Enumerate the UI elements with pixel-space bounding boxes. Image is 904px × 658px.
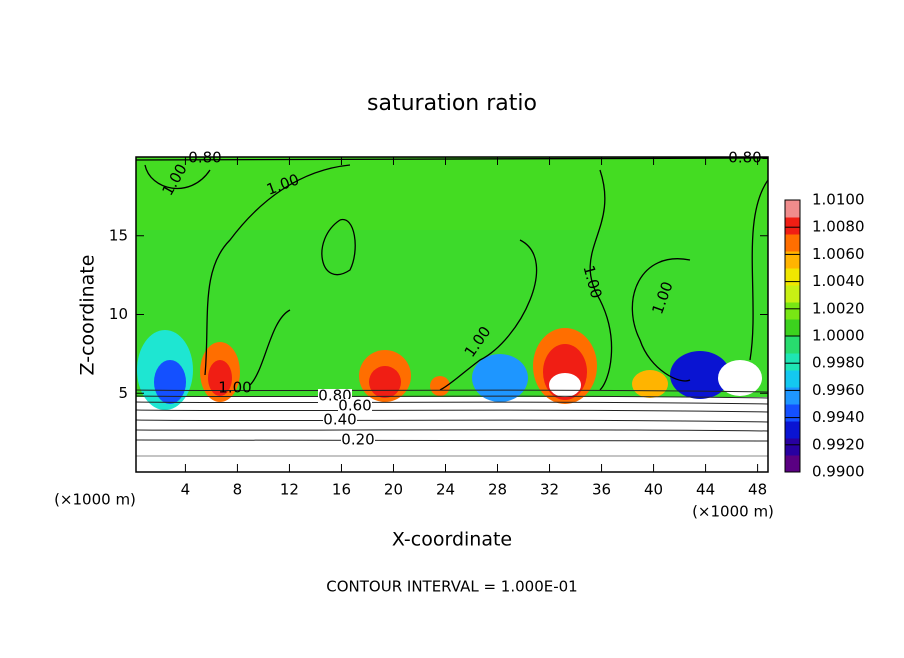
x-tick-label: 16	[332, 481, 351, 499]
field-blob	[369, 366, 401, 398]
field	[136, 157, 768, 410]
contour-label-bg	[341, 433, 375, 447]
x-tick-label: 48	[748, 481, 767, 499]
x-unit-label: (×1000 m)	[54, 491, 136, 509]
field-blob	[472, 354, 528, 402]
field-blob	[154, 360, 186, 404]
colorbar-tick-label: 1.0040	[812, 272, 865, 290]
colorbar-band	[785, 438, 800, 456]
colorbar-band	[785, 319, 800, 337]
colorbar-tick-label: 0.9940	[812, 408, 865, 426]
x-tick-label: 40	[644, 481, 663, 499]
colorbar-band	[785, 302, 800, 320]
colorbar-band	[785, 268, 800, 286]
x-tick-label: 4	[181, 481, 191, 499]
contour-line	[135, 389, 769, 393]
contour-line	[135, 409, 769, 413]
colorbar-band	[785, 404, 800, 422]
contour-line	[135, 419, 769, 423]
contour-label: 1.00	[218, 379, 251, 397]
field-blob	[549, 373, 581, 397]
y-tick-label: 15	[109, 226, 128, 244]
contour-lines-lower	[135, 389, 769, 457]
field-green	[136, 230, 768, 397]
field-blob	[208, 360, 232, 396]
chart-title: saturation ratio	[367, 91, 537, 116]
colorbar-band	[785, 336, 800, 354]
x-tick-label: 44	[696, 481, 715, 499]
colorbar-tick-label: 1.0060	[812, 245, 865, 263]
contour-lines	[135, 157, 769, 391]
field-blob	[718, 360, 762, 396]
colorbar-band	[785, 234, 800, 252]
y-axis-label: Z-coordinate	[77, 255, 99, 376]
x-tick-label: 36	[592, 481, 611, 499]
contour-line	[135, 401, 769, 405]
colorbar-band	[785, 285, 800, 303]
colorbar-tick-label: 0.9920	[812, 435, 865, 453]
contour-line	[631, 258, 691, 382]
colorbar-tick-label: 1.0020	[812, 299, 865, 317]
contour-label: 0.20	[341, 431, 374, 449]
colorbar-band	[785, 353, 800, 371]
field-blob	[430, 376, 450, 396]
colorbar-tick-label: 0.9960	[812, 381, 865, 399]
field-blob	[670, 351, 730, 399]
x-unit-label: (×1000 m)	[692, 503, 774, 521]
contour-line	[135, 395, 769, 399]
y-tick-label: 10	[109, 305, 128, 323]
contour-line	[204, 164, 351, 376]
contour-label-bg	[338, 399, 372, 413]
colorbar-tick-label: 0.9900	[812, 463, 865, 481]
contour-line	[135, 439, 769, 442]
x-tick-label: 32	[540, 481, 559, 499]
contour-line	[749, 179, 769, 361]
x-tick-label: 28	[488, 481, 507, 499]
contour-line	[144, 164, 211, 190]
contour-label: 0.80	[728, 149, 761, 167]
contour-line	[135, 429, 769, 432]
x-tick-label: 24	[436, 481, 455, 499]
colorbar-band	[785, 455, 800, 473]
x-tick-label: 20	[384, 481, 403, 499]
contour-line	[249, 309, 291, 386]
field-blob	[632, 370, 668, 398]
colorbar-band	[785, 200, 800, 218]
x-tick-label: 12	[280, 481, 299, 499]
contour-line	[321, 219, 356, 276]
y-tick-label: 5	[118, 384, 128, 402]
colorbar-band	[785, 387, 800, 405]
colorbar-tick-label: 1.0000	[812, 327, 865, 345]
colorbar-tick-label: 0.9980	[812, 354, 865, 372]
footnote: CONTOUR INTERVAL = 1.000E-01	[326, 578, 577, 596]
contour-label: 0.80	[188, 149, 221, 167]
contour-line	[135, 157, 769, 161]
contour-label-bg	[323, 413, 357, 427]
contour-line	[589, 169, 613, 391]
contour-label: 0.40	[323, 411, 356, 429]
x-tick-label: 8	[233, 481, 243, 499]
colorbar-band	[785, 251, 800, 269]
colorbar-band	[785, 421, 800, 439]
colorbar-tick-label: 1.0080	[812, 218, 865, 236]
colorbar-tick-label: 1.0100	[812, 191, 865, 209]
contour-line	[439, 239, 538, 391]
contour-label: 0.60	[338, 397, 371, 415]
colorbar-band	[785, 217, 800, 235]
colorbar-band	[785, 370, 800, 388]
x-axis-label: X-coordinate	[392, 529, 512, 551]
